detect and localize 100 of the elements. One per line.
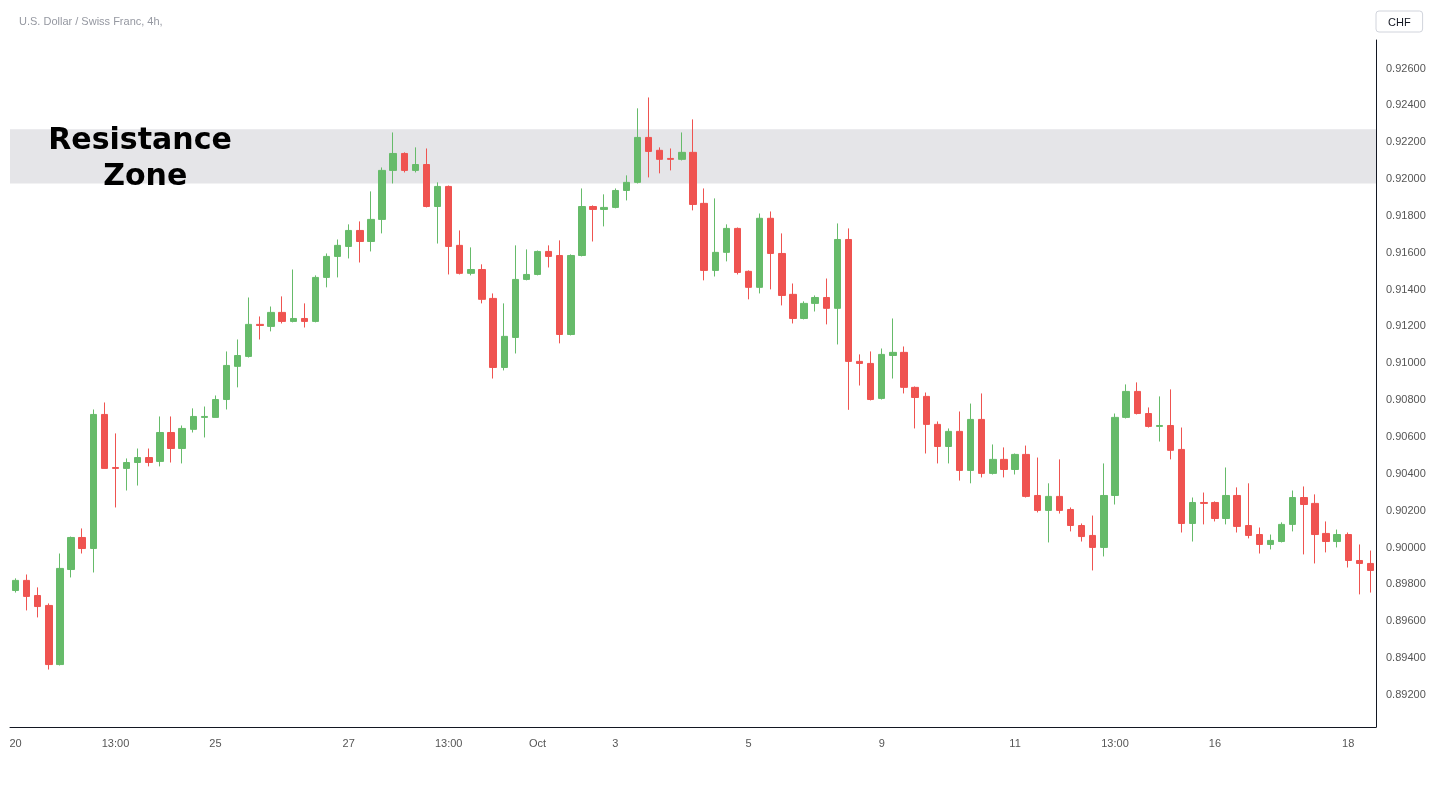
candlestick — [1167, 388, 1174, 460]
candlestick — [56, 553, 64, 666]
candlestick — [1034, 457, 1041, 513]
candlestick — [90, 408, 97, 573]
candlestick — [589, 204, 597, 242]
candlestick — [1322, 520, 1330, 553]
y-tick-label: 0.91800 — [1386, 208, 1426, 221]
x-tick-label: 13:00 — [434, 736, 463, 749]
y-tick-label: 0.92200 — [1386, 135, 1426, 148]
candlestick — [45, 602, 53, 671]
candlestick — [23, 574, 30, 611]
candlestick — [723, 223, 730, 262]
candlestick — [1056, 458, 1063, 515]
candlestick — [1111, 413, 1119, 506]
candlestick — [423, 147, 430, 208]
candlestick — [1022, 445, 1030, 499]
candlestick — [78, 527, 86, 554]
candlestick — [612, 187, 619, 209]
candlestick — [1211, 500, 1219, 522]
y-tick-label: 0.92400 — [1386, 98, 1426, 111]
candlestick — [778, 232, 786, 306]
candlestick — [178, 424, 186, 464]
x-tick-label: 11 — [1009, 736, 1021, 749]
candlestick — [1367, 550, 1374, 594]
x-tick-label: Oct — [528, 736, 547, 749]
y-tick-label: 0.89400 — [1386, 651, 1426, 664]
y-tick-label: 0.89600 — [1386, 614, 1426, 627]
candlestick — [1067, 506, 1074, 532]
candlestick — [1189, 497, 1196, 543]
candlestick — [923, 392, 930, 454]
candlestick — [323, 252, 330, 288]
candlestick — [378, 166, 386, 234]
x-tick-label: 18 — [1342, 736, 1355, 749]
candlestick — [456, 229, 463, 275]
candlestick — [767, 210, 774, 290]
candlestick — [845, 227, 852, 411]
candlestick — [800, 300, 808, 320]
candlestick — [900, 345, 908, 394]
candlestick — [545, 244, 552, 268]
candlestick — [345, 223, 352, 259]
candlestick — [834, 222, 841, 345]
candlestick — [445, 185, 452, 275]
candlestick — [1045, 482, 1052, 543]
candlestick — [245, 296, 252, 359]
candlestick — [112, 432, 119, 508]
candlestick — [1178, 427, 1185, 533]
y-tick-label: 0.90400 — [1386, 466, 1426, 479]
candlestick — [656, 146, 663, 174]
candlestick — [278, 295, 286, 324]
y-tick-label: 0.90800 — [1386, 393, 1426, 406]
y-tick-label: 0.91400 — [1386, 282, 1426, 295]
candlestick — [256, 315, 264, 340]
candlestick — [34, 586, 41, 618]
candlestick — [556, 239, 563, 344]
candlestick — [290, 268, 297, 323]
x-tick-label: 13:00 — [101, 736, 130, 749]
candlestick — [389, 131, 397, 184]
candlestick — [156, 415, 164, 467]
candlestick — [956, 411, 963, 482]
candlestick — [123, 457, 130, 492]
candlestick — [934, 420, 941, 464]
candlestick — [134, 448, 141, 487]
candlestick — [467, 246, 475, 276]
candlestick — [1089, 515, 1096, 571]
candlestick — [889, 317, 897, 380]
candlestick — [489, 292, 497, 380]
candlestick — [700, 187, 708, 281]
y-axis-title: CHF — [1388, 15, 1411, 28]
candlestick — [434, 181, 441, 245]
candlestick — [878, 348, 885, 401]
candlestick — [678, 131, 686, 161]
candlestick — [512, 244, 519, 354]
candlestick — [523, 248, 530, 281]
candlestick — [1278, 521, 1285, 543]
chart-title: U.S. Dollar / Swiss Franc, 4h, — [19, 14, 163, 27]
candlestick — [167, 415, 175, 464]
candlestick — [567, 253, 575, 336]
candlestick — [1078, 522, 1085, 543]
candlestick — [823, 278, 830, 325]
candlestick — [267, 306, 275, 332]
candlestick — [945, 427, 952, 464]
candlestick — [1222, 466, 1230, 525]
x-tick-label: 3 — [612, 736, 619, 749]
y-tick-label: 0.92600 — [1386, 61, 1426, 74]
candlestick — [1100, 462, 1108, 557]
x-tick-label: 13:00 — [1101, 736, 1129, 749]
x-tick-label: 5 — [745, 736, 752, 749]
candlestick — [501, 302, 508, 371]
y-tick-label: 0.89800 — [1386, 577, 1426, 590]
candlestick — [401, 151, 408, 173]
candlestick — [12, 577, 19, 594]
y-tick-label: 0.92000 — [1386, 172, 1426, 185]
candlestick — [1300, 485, 1308, 555]
candlestick — [811, 294, 819, 312]
candlestick — [356, 220, 364, 263]
candlestick — [712, 197, 719, 277]
candlestick — [745, 269, 752, 300]
candlestick — [867, 350, 874, 401]
candlestick — [1200, 492, 1208, 525]
candlestick — [334, 238, 341, 278]
